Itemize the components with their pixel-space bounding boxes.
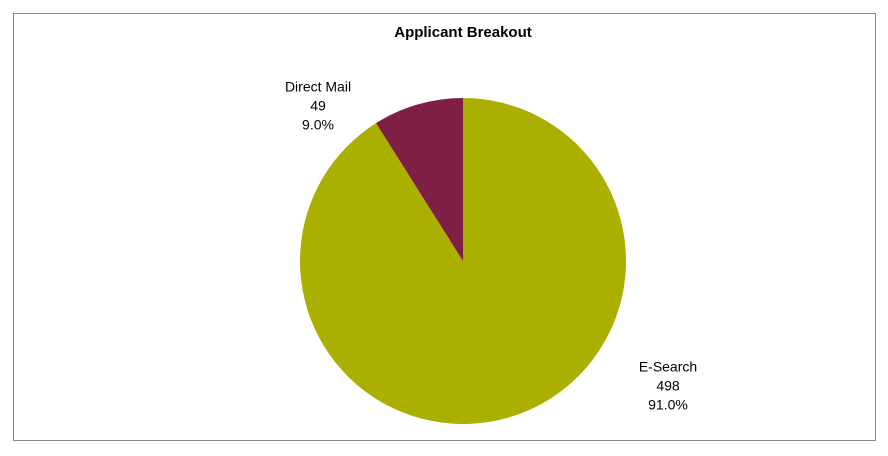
slice-label: E-Search <box>639 359 697 375</box>
pie-slice <box>300 98 626 425</box>
slice-label: Direct Mail <box>285 79 351 95</box>
slice-value: 498 <box>656 378 680 394</box>
slice-percent: 91.0% <box>648 397 688 413</box>
slice-percent: 9.0% <box>302 117 334 133</box>
chart-title: Applicant Breakout <box>394 24 532 41</box>
slice-value: 49 <box>310 98 326 114</box>
pie-slice <box>376 98 463 261</box>
